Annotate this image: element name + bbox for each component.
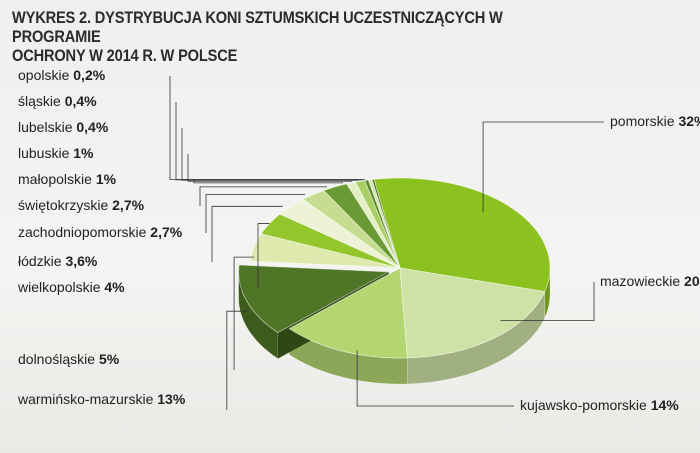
leader-line-13 <box>169 76 366 180</box>
slice-label-value-11: 0,4% <box>76 119 108 135</box>
leader-line-1 <box>500 282 595 322</box>
leader-line-4 <box>233 256 255 370</box>
leader-line-10 <box>187 154 353 182</box>
leader-line-0 <box>482 121 604 213</box>
slice-label-value-7: 2,7% <box>150 224 182 240</box>
pie-tops <box>238 177 551 359</box>
slice-label-name-2: kujawsko-pomorskie <box>520 397 651 413</box>
slice-label-value-9: 1% <box>96 171 117 187</box>
slice-label-name-1: mazowieckie <box>600 273 684 289</box>
slice-label-name-3: warmińsko-mazurskie <box>17 391 157 407</box>
slice-label-2: kujawsko-pomorskie 14% <box>520 397 679 413</box>
slice-label-8: świętokrzyskie 2,7% <box>18 197 145 213</box>
pie-slice-3 <box>238 264 391 334</box>
slice-label-4: dolnośląskie 5% <box>18 351 120 367</box>
slice-label-3: warmińsko-mazurskie 13% <box>17 391 186 407</box>
slice-label-11: lubelskie 0,4% <box>18 119 109 135</box>
slice-label-9: małopolskie 1% <box>18 171 117 187</box>
slice-label-value-5: 4% <box>104 279 125 295</box>
slice-label-name-9: małopolskie <box>18 171 96 187</box>
slice-label-name-13: opolskie <box>18 67 73 83</box>
leader-line-11 <box>181 128 359 181</box>
pie-slice-1 <box>399 267 546 359</box>
slice-labels: pomorskie 32% mazowieckie 20% kujawsko-pom… <box>17 67 700 413</box>
slice-label-value-13: 0,2% <box>73 67 105 83</box>
slice-label-value-1: 20% <box>684 273 700 289</box>
slice-label-value-10: 1% <box>73 145 94 161</box>
slice-label-name-7: zachodniopomorskie <box>18 224 150 240</box>
slice-label-10: lubuskie 1% <box>18 145 94 161</box>
slice-label-value-12: 0,4% <box>65 93 97 109</box>
chart-title-line-1: WYKRES 2. DYSTRYBUCJA KONI SZTUMSKICH UC… <box>12 8 503 46</box>
slice-label-name-4: dolnośląskie <box>18 351 99 367</box>
slice-label-13: opolskie 0,2% <box>18 67 106 83</box>
slice-label-value-0: 32% <box>678 113 700 129</box>
pie-slice-0 <box>373 177 551 293</box>
slice-label-0: pomorskie 32% <box>610 113 700 129</box>
slice-label-name-12: śląskie <box>18 93 65 109</box>
chart-title-line-2: OCHRONY W 2014 R. W POLSCE <box>12 46 238 65</box>
leader-line-3 <box>226 310 247 410</box>
slice-label-6: łódzkie 3,6% <box>18 253 98 269</box>
pie-slice-13 <box>371 178 401 269</box>
slice-label-name-0: pomorskie <box>610 113 678 129</box>
slice-label-12: śląskie 0,4% <box>18 93 97 109</box>
leader-line-2 <box>356 350 514 407</box>
slice-label-name-11: lubelskie <box>18 119 76 135</box>
slice-label-7: zachodniopomorskie 2,7% <box>18 224 183 240</box>
slice-label-value-2: 14% <box>651 397 680 413</box>
leader-line-5 <box>257 223 270 288</box>
slice-label-value-3: 13% <box>157 391 186 407</box>
leader-line-6 <box>211 205 283 262</box>
leader-line-8 <box>199 186 328 206</box>
slice-label-name-6: łódzkie <box>18 253 65 269</box>
slice-label-name-8: świętokrzyskie <box>18 197 112 213</box>
slice-label-5: wielkopolskie 4% <box>17 279 125 295</box>
slice-label-value-8: 2,7% <box>112 197 144 213</box>
chart-title: WYKRES 2. DYSTRYBUCJA KONI SZTUMSKICH UC… <box>12 8 580 65</box>
slice-label-value-4: 5% <box>99 351 120 367</box>
leader-line-12 <box>175 102 363 181</box>
slice-label-name-10: lubuskie <box>18 145 73 161</box>
slice-label-1: mazowieckie 20% <box>600 273 700 289</box>
leader-lines <box>169 76 604 410</box>
slice-label-name-5: wielkopolskie <box>17 279 104 295</box>
slice-label-value-6: 3,6% <box>65 253 97 269</box>
leader-line-7 <box>205 194 306 233</box>
pie-slice-2 <box>288 267 408 359</box>
